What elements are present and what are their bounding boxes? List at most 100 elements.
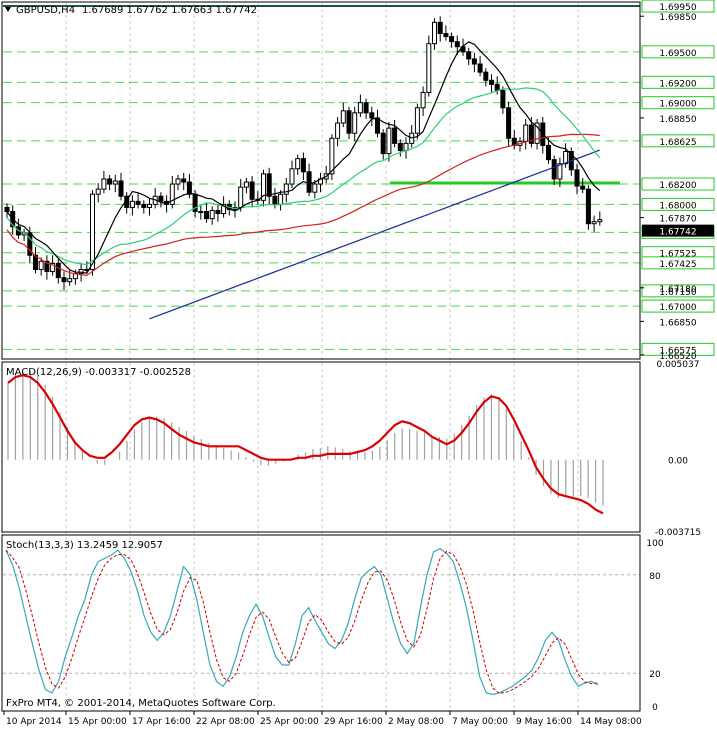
macd-axis-label: 0.005037 [657, 360, 700, 370]
stoch-axis-label: 0 [652, 703, 658, 713]
candle-body [78, 268, 84, 275]
candle-body [300, 158, 306, 173]
candle-body [466, 51, 472, 60]
candle-body [432, 21, 437, 45]
candle-body [44, 260, 50, 273]
copyright-text: FxPro MT4, © 2001-2014, MetaQuotes Softw… [6, 698, 276, 709]
candle-body [181, 178, 187, 183]
candle-body [551, 159, 557, 180]
candle-body [261, 173, 266, 201]
candle-body [528, 124, 534, 144]
candle-body [534, 122, 540, 144]
stoch-axis-label: 100 [646, 539, 663, 549]
candle-body [221, 203, 227, 215]
candle-body [135, 200, 141, 205]
current-price-label: 1.67742 [659, 228, 696, 238]
candle-body [50, 262, 56, 273]
chart-header: GBPUSD,H4 1.67689 1.67762 1.67663 1.6774… [5, 5, 257, 16]
current-price-tag [642, 224, 714, 237]
candle-body [392, 127, 398, 144]
candle-body [238, 186, 244, 208]
candle-body [449, 36, 455, 43]
ohlc-values: 1.67689 1.67762 1.67663 1.67742 [82, 5, 257, 16]
candle-body [306, 171, 312, 193]
candle-body [312, 183, 318, 193]
price-axis-label: 1.66520 [659, 352, 696, 362]
price-level-label: 1.68625 [659, 138, 696, 148]
candle-body [597, 219, 603, 223]
candle-body [369, 112, 375, 119]
price-axis-label: 1.67870 [659, 215, 696, 225]
candle-body [129, 200, 135, 208]
candle-body [386, 127, 392, 155]
price-level-label: 1.67525 [659, 250, 696, 260]
x-axis-label: 14 May 08:00 [580, 717, 642, 727]
candle-body [574, 169, 580, 187]
price-level-tag [641, 177, 715, 191]
candle-body [198, 211, 204, 214]
price-level-label: 1.69950 [659, 3, 696, 13]
price-plot [4, 16, 603, 320]
candle-body [90, 193, 95, 270]
candle-body [506, 107, 512, 139]
price-level-label: 1.67425 [659, 260, 696, 270]
candle-body [141, 203, 147, 208]
candle-body [55, 262, 61, 279]
candle-body [363, 102, 369, 114]
candle-body [585, 188, 591, 225]
price-level-label: 1.69500 [659, 49, 696, 59]
price-level-label: 1.68200 [659, 181, 696, 191]
x-axis-label: 22 Apr 08:00 [196, 717, 255, 727]
candle-body [243, 181, 249, 188]
candle-body [101, 178, 107, 190]
candle-body [557, 163, 563, 180]
macd-axis-label: 0.00 [668, 457, 688, 467]
chevron-down-icon[interactable] [5, 7, 11, 12]
price-pane-border [1, 1, 641, 360]
stoch-signal-line [5, 549, 599, 694]
stoch-main-line [5, 547, 599, 696]
candle-body [523, 124, 529, 142]
candle-body [204, 211, 209, 220]
candle-body [249, 181, 255, 200]
price-level-label: 1.69200 [659, 79, 696, 89]
price-level-label: 1.67000 [659, 303, 696, 313]
candle-body [563, 151, 569, 165]
candle-body [471, 58, 477, 65]
candle-body [483, 71, 489, 81]
macd-pane-border [1, 361, 641, 533]
candle-body [500, 89, 506, 109]
candle-body [380, 132, 386, 155]
price-level-label: 1.68000 [659, 201, 696, 211]
price-level-tag [641, 75, 715, 89]
candle-body [283, 183, 289, 195]
ma-long-line [149, 149, 601, 320]
candle-body [546, 144, 551, 161]
candle-body [295, 158, 301, 170]
candle-body [335, 122, 341, 139]
x-axis-label: 9 May 16:00 [516, 717, 572, 727]
ma-mid-line [6, 87, 601, 266]
candle-body [489, 79, 494, 85]
price-level-label: 1.69000 [659, 100, 696, 110]
price-level-tag [641, 197, 715, 211]
candle-body [403, 142, 409, 151]
candle-body [494, 83, 500, 91]
price-level-label: 1.66575 [659, 346, 696, 356]
price-level-tag [641, 299, 715, 313]
candle-body [443, 33, 449, 38]
candle-body [147, 203, 152, 208]
candle-body [169, 183, 175, 205]
candle-body [375, 117, 380, 134]
stoch-label: Stoch(13,3,3) 13.2459 12.9057 [6, 540, 163, 551]
symbol-label: GBPUSD,H4 [16, 5, 75, 16]
stoch-axis-label: 80 [649, 572, 661, 582]
macd-signal-line [7, 374, 604, 515]
price-axis-label: 1.67180 [659, 285, 696, 295]
stoch-plot [3, 547, 640, 696]
axis-layer: 1.69950 1.69500 1.69200 1.69000 1.68625 1.682… [3, 0, 715, 727]
candle-body [61, 277, 67, 283]
x-axis-label: 17 Apr 16:00 [132, 717, 191, 727]
